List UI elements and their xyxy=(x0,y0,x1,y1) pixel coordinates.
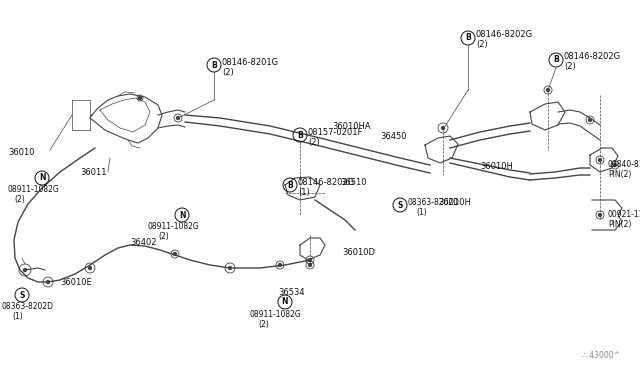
Text: (2): (2) xyxy=(258,320,269,329)
Text: ∴ 43000^: ∴ 43000^ xyxy=(582,351,620,360)
Circle shape xyxy=(88,266,92,269)
Text: 08911-1082G: 08911-1082G xyxy=(8,185,60,194)
Text: N: N xyxy=(179,211,185,219)
Text: N: N xyxy=(282,298,288,307)
Text: (1): (1) xyxy=(416,208,427,217)
Text: PIN(2): PIN(2) xyxy=(608,220,632,229)
Circle shape xyxy=(138,96,141,99)
Text: 08157-0201F: 08157-0201F xyxy=(308,128,364,137)
Text: PIN(2): PIN(2) xyxy=(608,170,632,179)
Circle shape xyxy=(589,119,591,122)
Circle shape xyxy=(47,280,49,283)
Text: 36010H: 36010H xyxy=(480,162,513,171)
Text: B: B xyxy=(211,61,217,70)
Text: N: N xyxy=(39,173,45,183)
Circle shape xyxy=(173,253,177,256)
Text: (1): (1) xyxy=(12,312,23,321)
Text: 36450: 36450 xyxy=(380,132,406,141)
Text: 08363-8202D: 08363-8202D xyxy=(408,198,460,207)
Circle shape xyxy=(442,126,445,129)
Text: S: S xyxy=(19,291,25,299)
Text: 36010: 36010 xyxy=(8,148,35,157)
Text: 36534: 36534 xyxy=(278,288,305,297)
Text: 08363-8202D: 08363-8202D xyxy=(2,302,54,311)
Text: B: B xyxy=(287,180,293,189)
Text: 36010H: 36010H xyxy=(438,198,471,207)
Text: 08911-1082G: 08911-1082G xyxy=(250,310,301,319)
Text: B: B xyxy=(553,55,559,64)
Text: 08146-8202G: 08146-8202G xyxy=(564,52,621,61)
Circle shape xyxy=(598,214,602,217)
Text: 36010D: 36010D xyxy=(342,248,375,257)
Text: B: B xyxy=(297,131,303,140)
Circle shape xyxy=(308,259,312,262)
Circle shape xyxy=(308,263,312,266)
Circle shape xyxy=(547,89,550,92)
Text: (2): (2) xyxy=(14,195,25,204)
Circle shape xyxy=(278,263,282,266)
Text: (2): (2) xyxy=(158,232,169,241)
Text: (2): (2) xyxy=(222,68,234,77)
Text: 36010HA: 36010HA xyxy=(332,122,371,131)
Text: 08146-8202G: 08146-8202G xyxy=(476,30,533,39)
Text: (2): (2) xyxy=(308,138,320,147)
Text: 36510: 36510 xyxy=(340,178,367,187)
Text: 36010E: 36010E xyxy=(60,278,92,287)
Text: 36011: 36011 xyxy=(80,168,106,177)
Text: 08911-1082G: 08911-1082G xyxy=(148,222,200,231)
Text: (1): (1) xyxy=(298,188,310,197)
Text: 00840-8185A: 00840-8185A xyxy=(608,160,640,169)
Text: (2): (2) xyxy=(564,62,576,71)
Circle shape xyxy=(598,158,602,161)
Text: B: B xyxy=(465,33,471,42)
Text: S: S xyxy=(397,201,403,209)
Text: 08146-8201G: 08146-8201G xyxy=(222,58,279,67)
Text: 00921-1185A: 00921-1185A xyxy=(608,210,640,219)
Text: 36402: 36402 xyxy=(130,238,157,247)
Circle shape xyxy=(177,116,179,119)
Circle shape xyxy=(228,266,232,269)
Text: (2): (2) xyxy=(476,40,488,49)
Text: 08146-8202G: 08146-8202G xyxy=(298,178,355,187)
Circle shape xyxy=(24,269,26,272)
Circle shape xyxy=(614,164,616,167)
